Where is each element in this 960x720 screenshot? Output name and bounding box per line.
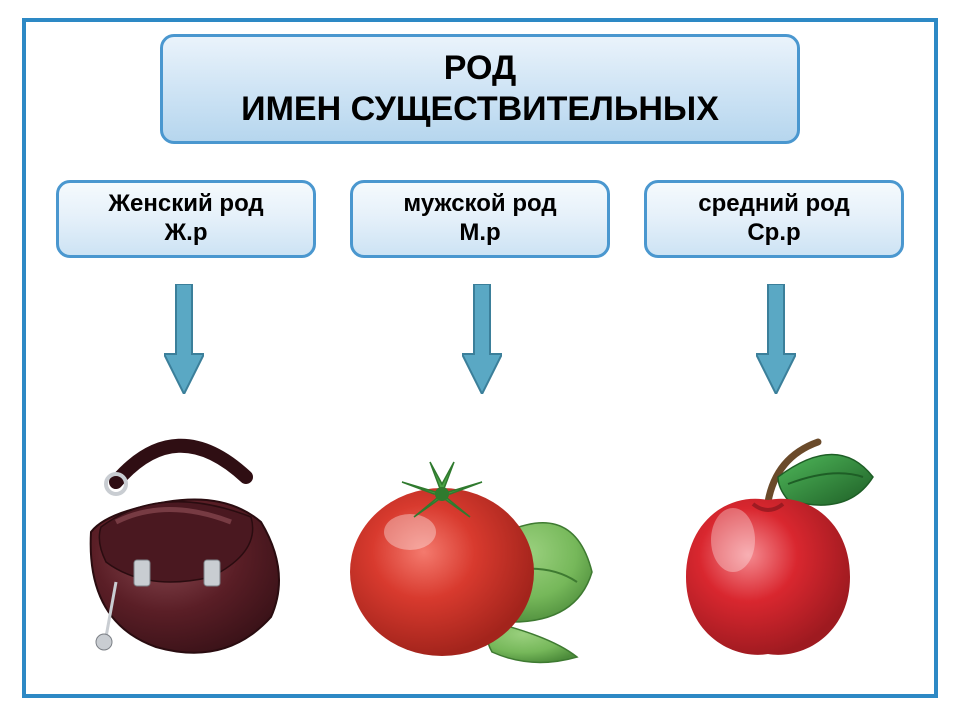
tomato-icon (342, 422, 602, 672)
image-row (26, 422, 934, 682)
category-label: средний род (698, 190, 850, 219)
bag-icon (46, 422, 306, 672)
category-row: Женский род Ж.р мужской род М.р средний … (26, 180, 934, 270)
apple-icon (638, 422, 898, 672)
title-line2: ИМЕН СУЩЕСТВИТЕЛЬНЫХ (241, 89, 719, 130)
title-line1: РОД (444, 48, 516, 89)
category-card-neuter: средний род Ср.р (644, 180, 904, 258)
category-card-feminine: Женский род Ж.р (56, 180, 316, 258)
category-label: Женский род (108, 190, 263, 219)
arrow-down-icon (164, 284, 204, 394)
category-abbr: М.р (459, 219, 500, 248)
title-card: РОД ИМЕН СУЩЕСТВИТЕЛЬНЫХ (160, 34, 800, 144)
category-abbr: Ср.р (747, 219, 800, 248)
category-label: мужской род (403, 190, 556, 219)
outer-frame: РОД ИМЕН СУЩЕСТВИТЕЛЬНЫХ Женский род Ж.р… (22, 18, 938, 698)
arrow-down-icon (756, 284, 796, 394)
category-card-masculine: мужской род М.р (350, 180, 610, 258)
arrow-down-icon (462, 284, 502, 394)
arrow-row (26, 284, 934, 404)
category-abbr: Ж.р (164, 219, 207, 248)
